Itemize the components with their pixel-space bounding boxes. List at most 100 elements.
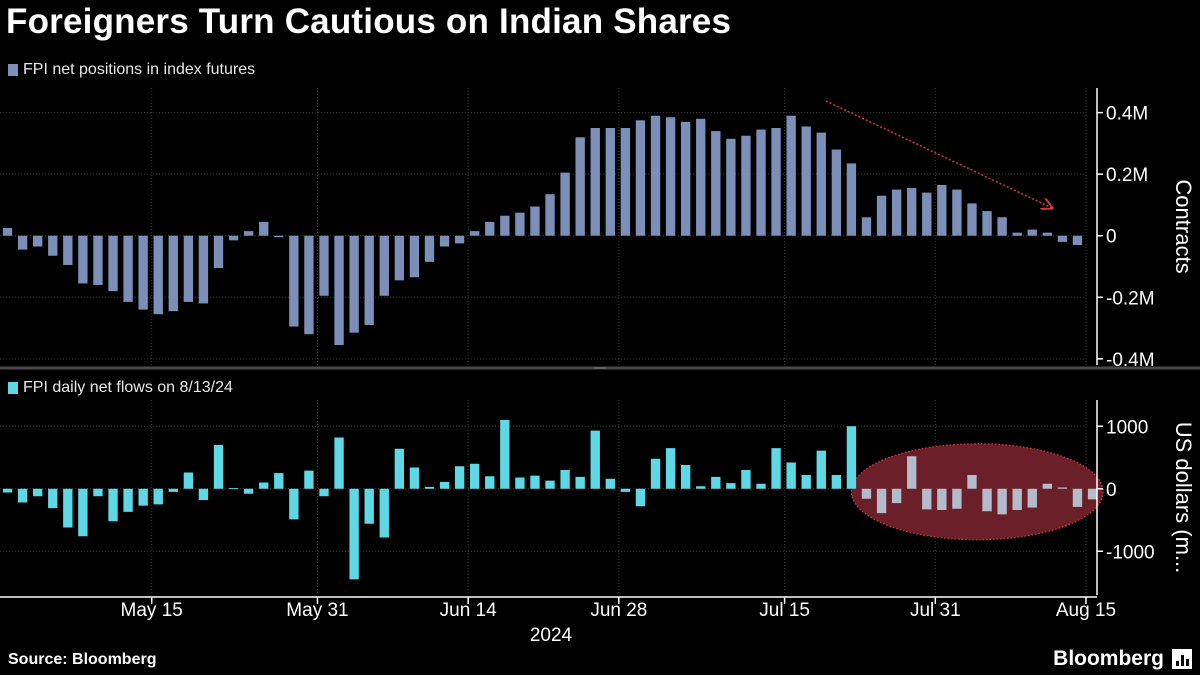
bar-flows bbox=[168, 488, 178, 492]
bar-positions bbox=[289, 235, 299, 327]
bar-flows bbox=[78, 488, 88, 537]
bar-flows bbox=[33, 488, 43, 497]
bar-positions bbox=[1042, 232, 1052, 236]
bar-flows bbox=[1042, 483, 1052, 489]
x-tick-label: Aug 15 bbox=[1056, 600, 1116, 621]
legend-label-flows: FPI daily net flows on 8/13/24 bbox=[23, 379, 233, 396]
bar-flows bbox=[213, 445, 224, 489]
y-tick-label: -0.2M bbox=[1106, 288, 1155, 309]
bar-flows bbox=[424, 486, 435, 489]
y-tick-label: 0.2M bbox=[1106, 165, 1148, 186]
bar-positions bbox=[711, 131, 721, 236]
bar-flows bbox=[620, 488, 631, 492]
trend-arrow bbox=[825, 100, 1052, 208]
bar-positions bbox=[741, 135, 751, 236]
bar-flows bbox=[17, 488, 28, 503]
bar-flows bbox=[259, 482, 269, 489]
bar-flows bbox=[982, 488, 992, 512]
bar-flows bbox=[665, 448, 676, 489]
bar-flows bbox=[198, 488, 209, 500]
legend-positions: FPI net positions in index futures bbox=[8, 61, 255, 79]
y-axis-title: Contracts bbox=[1171, 179, 1196, 273]
bloomberg-terminal-icon bbox=[1172, 649, 1192, 669]
x-tick-label: Jul 31 bbox=[910, 600, 961, 621]
bar-flows bbox=[590, 430, 600, 489]
bar-flows bbox=[997, 488, 1007, 515]
bar-positions bbox=[922, 192, 932, 236]
bar-flows bbox=[364, 488, 374, 524]
bar-positions bbox=[213, 235, 224, 269]
bar-flows bbox=[63, 488, 73, 528]
y-tick-label: 1000 bbox=[1106, 417, 1148, 438]
x-year-label: 2024 bbox=[530, 625, 573, 646]
bar-positions bbox=[17, 235, 28, 250]
y-tick-label: 0 bbox=[1106, 480, 1117, 501]
bar-positions bbox=[952, 189, 962, 236]
bar-positions bbox=[379, 235, 389, 296]
bar-flows bbox=[756, 483, 766, 489]
bar-positions bbox=[63, 235, 73, 265]
bar-positions bbox=[545, 194, 555, 236]
bar-flows bbox=[1087, 488, 1098, 500]
bar-flows bbox=[861, 488, 872, 499]
bar-flows bbox=[726, 483, 736, 489]
bar-positions bbox=[123, 235, 133, 302]
bar-flows bbox=[470, 463, 480, 489]
bar-flows bbox=[605, 478, 615, 489]
bar-flows bbox=[349, 488, 359, 580]
bar-positions bbox=[138, 235, 148, 310]
bar-flows bbox=[575, 476, 585, 489]
bar-positions bbox=[846, 163, 857, 236]
y-tick-label: -1000 bbox=[1106, 542, 1155, 563]
bar-positions bbox=[575, 137, 585, 236]
bar-flows bbox=[515, 477, 525, 489]
bar-positions bbox=[2, 228, 13, 236]
bar-flows bbox=[454, 466, 465, 489]
bar-positions bbox=[680, 121, 691, 236]
bar-positions bbox=[590, 128, 600, 236]
bar-positions bbox=[620, 128, 631, 236]
bar-positions bbox=[907, 188, 917, 236]
bar-positions bbox=[997, 217, 1007, 236]
bar-flows bbox=[153, 488, 163, 505]
bar-positions bbox=[967, 203, 977, 236]
bar-flows bbox=[304, 470, 314, 489]
legend-flows: FPI daily net flows on 8/13/24 bbox=[8, 379, 233, 397]
bar-flows bbox=[379, 488, 389, 538]
x-tick-label: May 15 bbox=[121, 600, 183, 621]
bar-positions bbox=[696, 118, 706, 236]
y-tick-label: 0.4M bbox=[1106, 104, 1148, 125]
bar-positions bbox=[78, 235, 88, 284]
bar-flows bbox=[439, 481, 450, 489]
bar-positions bbox=[454, 235, 465, 244]
bar-flows bbox=[786, 462, 796, 489]
bar-positions bbox=[409, 235, 420, 278]
highlight-ellipse bbox=[850, 443, 1104, 541]
bar-positions bbox=[33, 235, 43, 247]
y-tick-label: 0 bbox=[1106, 227, 1117, 248]
bar-positions bbox=[304, 235, 314, 335]
bar-positions bbox=[108, 235, 118, 292]
bar-flows bbox=[48, 488, 58, 509]
bar-positions bbox=[424, 235, 435, 262]
x-tick-label: Jun 14 bbox=[440, 600, 497, 621]
bar-positions bbox=[891, 189, 902, 236]
bar-flows bbox=[680, 465, 691, 489]
bar-flows bbox=[801, 475, 811, 489]
bar-positions bbox=[48, 235, 58, 256]
bar-flows bbox=[650, 458, 661, 489]
bar-positions bbox=[198, 235, 209, 304]
bar-flows bbox=[952, 488, 962, 509]
legend-swatch-positions bbox=[8, 64, 18, 76]
bar-flows bbox=[1012, 488, 1022, 510]
bar-positions bbox=[801, 126, 811, 236]
bar-positions bbox=[439, 235, 450, 247]
bar-positions bbox=[937, 184, 947, 236]
bar-positions bbox=[364, 235, 374, 325]
bar-flows bbox=[741, 470, 751, 489]
bar-flows bbox=[711, 476, 721, 489]
y-tick-label: -0.4M bbox=[1106, 350, 1155, 371]
bar-positions bbox=[334, 235, 344, 345]
bar-positions bbox=[274, 235, 284, 238]
bar-flows bbox=[545, 480, 555, 489]
